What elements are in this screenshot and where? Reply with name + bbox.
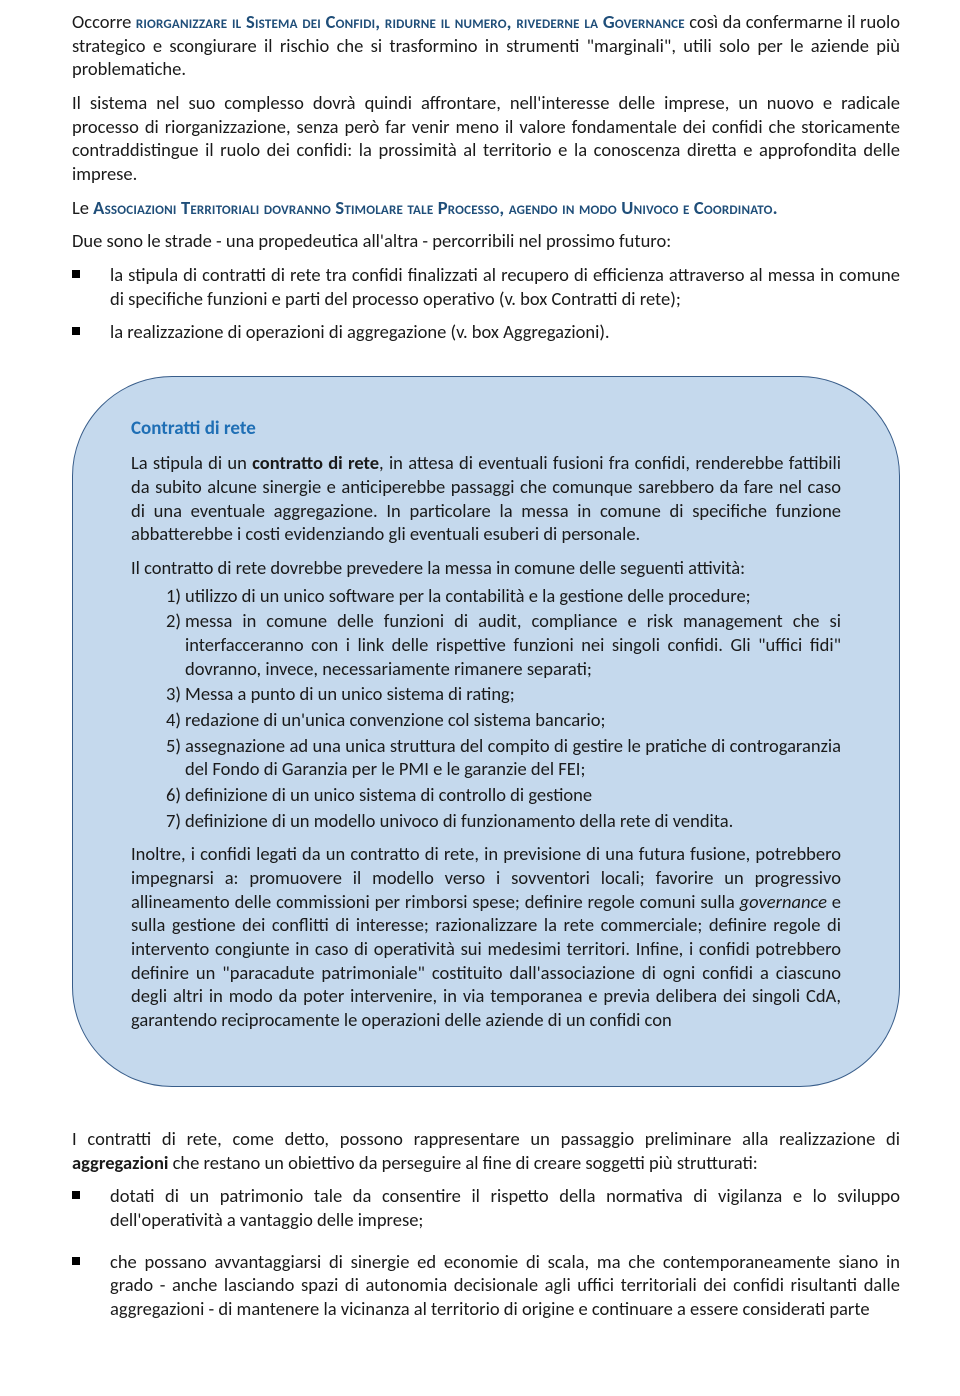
paragraph-4: Due sono le strade - una propedeutica al…: [72, 229, 900, 253]
list-item: dotati di un patrimonio tale da consenti…: [72, 1184, 900, 1231]
p1-pre: Occorre: [72, 10, 136, 33]
list-item: la realizzazione di operazioni di aggreg…: [72, 320, 900, 344]
box-title: Contratti di rete: [131, 417, 841, 441]
list-item: Messa a punto di un unico sistema di rat…: [185, 682, 841, 706]
box-p1-a: La stipula di un: [131, 451, 252, 474]
page: Occorre riorganizzare il Sistema dei Con…: [0, 0, 960, 1396]
box-paragraph-3: Inoltre, i confidi legati da un contratt…: [131, 842, 841, 1031]
list-item: assegnazione ad una unica struttura del …: [185, 734, 841, 781]
box-p3-gov: governance: [740, 890, 827, 913]
list-item: la stipula di contratti di rete tra conf…: [72, 263, 900, 310]
callout-box: Contratti di rete La stipula di un contr…: [72, 376, 900, 1087]
box-paragraph-1: La stipula di un contratto di rete, in a…: [131, 451, 841, 546]
p3-pre: Le: [72, 196, 93, 219]
list-item: utilizzo di un unico software per la con…: [185, 584, 841, 608]
p3-smallcaps: Associazioni Territoriali dovranno Stimo…: [93, 196, 778, 219]
p1-smallcaps: riorganizzare il Sistema dei Confidi, ri…: [136, 10, 685, 33]
list-item: messa in comune delle funzioni di audit,…: [185, 609, 841, 680]
box-p3-a: Inoltre, i confidi legati da un contratt…: [131, 842, 841, 912]
list-item: definizione di un unico sistema di contr…: [185, 783, 841, 807]
paragraph-3: Le Associazioni Territoriali dovranno St…: [72, 196, 900, 220]
box-numbered-list: utilizzo di un unico software per la con…: [131, 584, 841, 833]
box-p1-bold: contratto di rete: [252, 451, 379, 474]
paragraph-1: Occorre riorganizzare il Sistema dei Con…: [72, 10, 900, 81]
paragraph-5: I contratti di rete, come detto, possono…: [72, 1127, 900, 1174]
bullet-list-2: dotati di un patrimonio tale da consenti…: [72, 1184, 900, 1320]
callout-box-wrap: Contratti di rete La stipula di un contr…: [72, 376, 900, 1087]
list-item: definizione di un modello univoco di fun…: [185, 809, 841, 833]
p5-c: che restano un obiettivo da perseguire a…: [168, 1151, 757, 1174]
list-item: redazione di un'unica convenzione col si…: [185, 708, 841, 732]
box-paragraph-2: Il contratto di rete dovrebbe prevedere …: [131, 556, 841, 580]
paragraph-2: Il sistema nel suo complesso dovrà quind…: [72, 91, 900, 186]
bullet-list-1: la stipula di contratti di rete tra conf…: [72, 263, 900, 344]
list-item: che possano avvantaggiarsi di sinergie e…: [72, 1250, 900, 1321]
p5-bold: aggregazioni: [72, 1151, 168, 1174]
p5-a: I contratti di rete, come detto, possono…: [72, 1127, 900, 1150]
